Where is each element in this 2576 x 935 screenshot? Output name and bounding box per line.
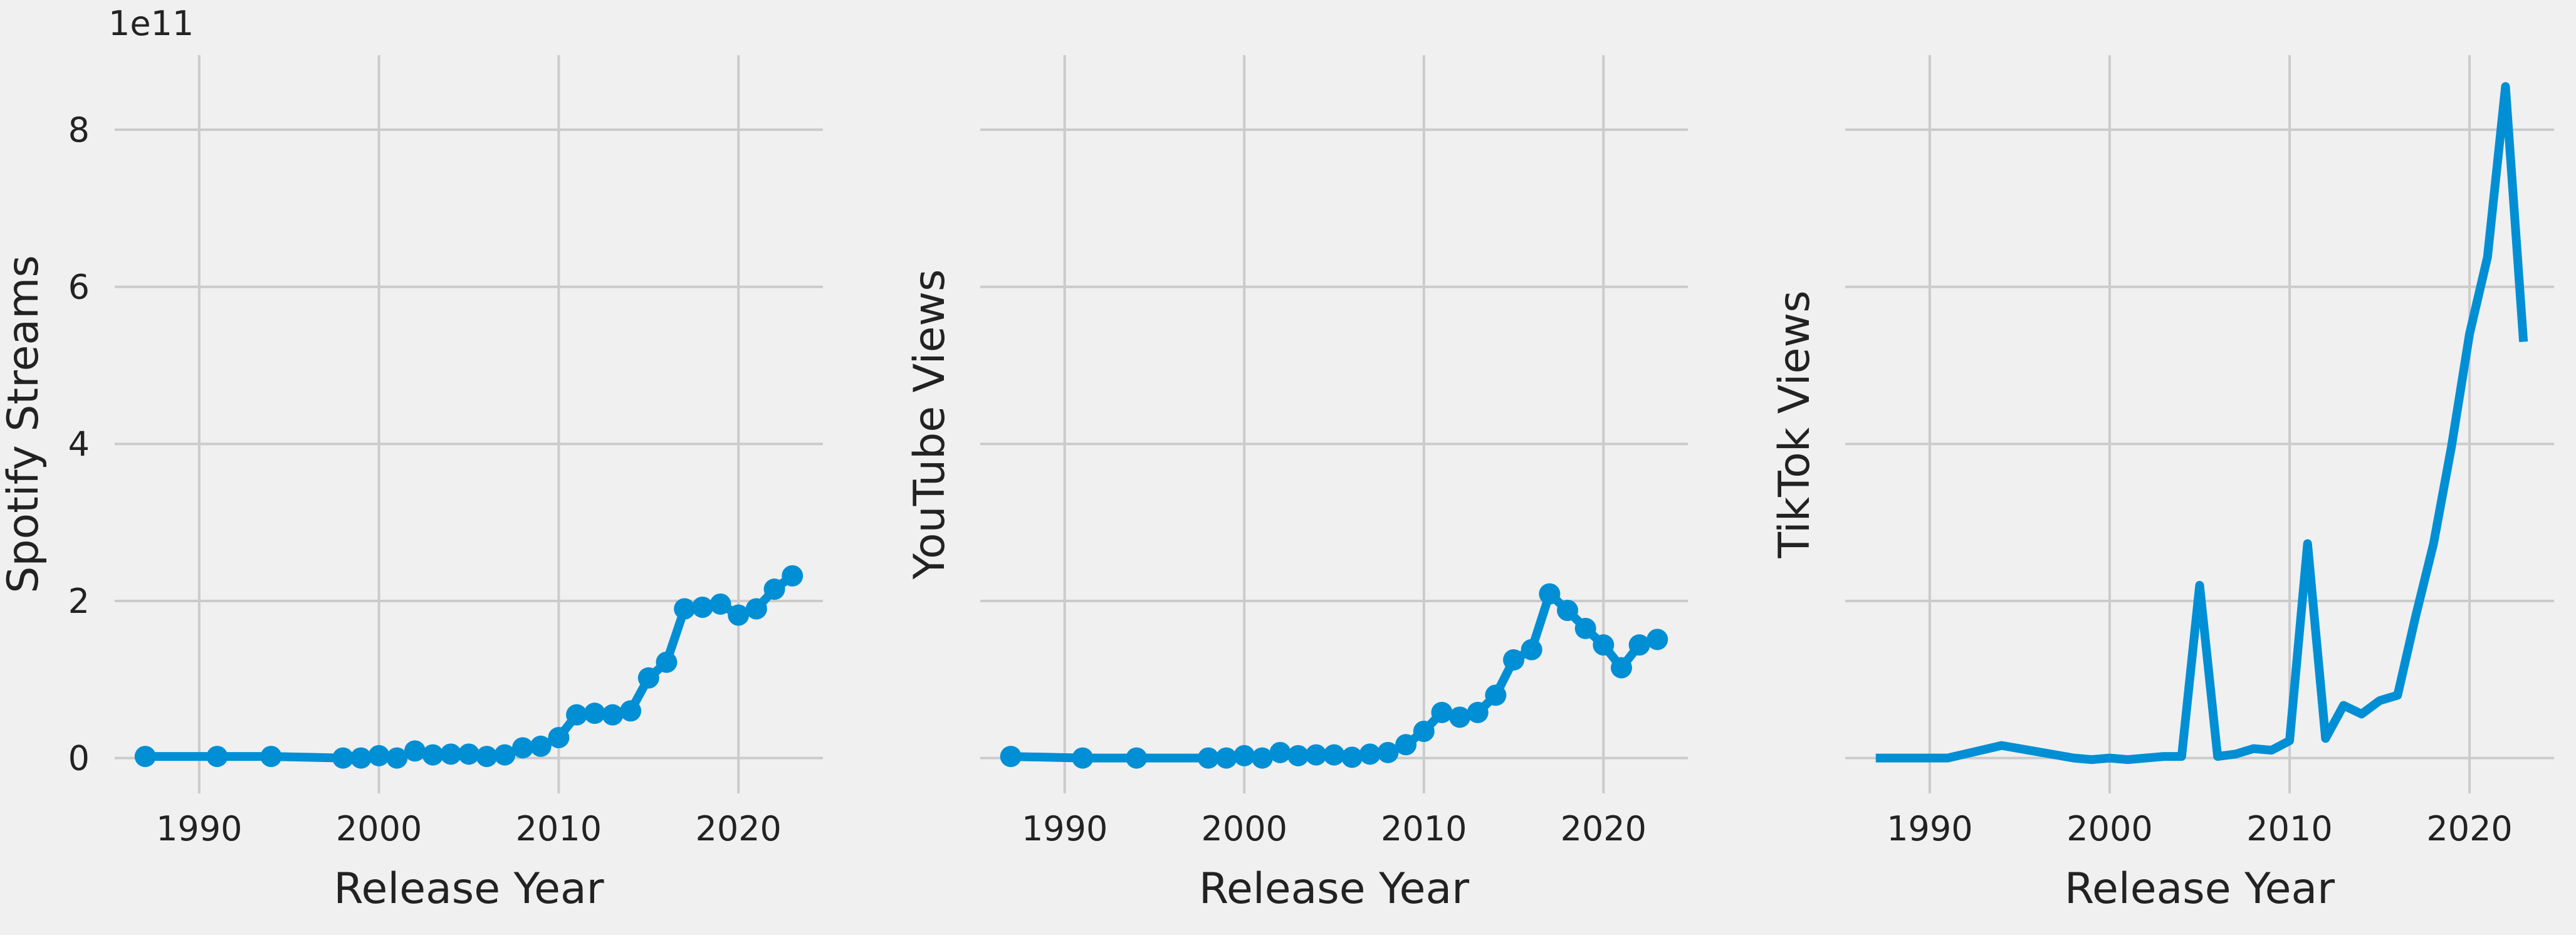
series-line xyxy=(1010,589,1659,763)
data-point xyxy=(1449,706,1471,728)
data-point xyxy=(1126,747,1148,769)
x-tick-label: 2000 xyxy=(336,809,422,849)
data-point xyxy=(134,746,156,768)
data-point xyxy=(1647,629,1668,650)
data-point xyxy=(1287,744,1309,766)
data-point xyxy=(458,743,479,765)
data-point xyxy=(709,593,731,615)
data-point xyxy=(566,704,588,726)
data-point xyxy=(1269,741,1291,763)
data-point xyxy=(404,740,426,762)
x-tick-label: 2000 xyxy=(1202,809,1287,849)
data-point xyxy=(1000,746,1022,768)
x-axis-label: Release Year xyxy=(1199,864,1469,914)
x-axis-label: Release Year xyxy=(2065,864,2335,914)
data-point xyxy=(584,703,605,724)
data-point xyxy=(1233,744,1255,766)
data-point xyxy=(260,746,282,768)
data-point xyxy=(332,747,354,769)
data-point xyxy=(1341,746,1363,768)
data-point xyxy=(1251,747,1273,769)
x-tick-label: 2000 xyxy=(2066,809,2152,849)
data-point xyxy=(422,744,444,766)
data-point xyxy=(1503,649,1525,671)
data-point xyxy=(691,596,713,618)
data-point xyxy=(1557,600,1579,622)
chart-panel-2: 1990 2000 2010 2020 Release Year YouTube View… xyxy=(905,55,1688,914)
chart-panel-3: 1990 2000 2010 2020 Release Year TikTok Views xyxy=(1770,55,2554,914)
y-tick-label: 8 xyxy=(68,110,90,150)
data-point xyxy=(728,604,750,626)
y-tick-label: 2 xyxy=(68,582,90,621)
y-tick-label: 6 xyxy=(68,268,90,307)
y-tick-label: 4 xyxy=(68,424,90,464)
x-axis-label: Release Year xyxy=(333,864,604,914)
data-point xyxy=(1521,639,1542,661)
data-point xyxy=(440,743,462,765)
data-point xyxy=(512,737,534,759)
series-line xyxy=(1875,82,2528,765)
data-point xyxy=(1359,743,1381,765)
data-point xyxy=(368,744,390,766)
x-tick-label: 1990 xyxy=(1022,809,1107,849)
data-point xyxy=(1610,657,1632,679)
data-point xyxy=(1215,747,1237,769)
data-point xyxy=(656,651,678,673)
data-point xyxy=(548,727,570,749)
x-tick-label: 2020 xyxy=(695,809,781,849)
data-point xyxy=(1467,701,1489,723)
x-tick-label: 1990 xyxy=(156,809,242,849)
y-axis-label: TikTok Views xyxy=(1770,290,1819,558)
y-offset-label: 1e11 xyxy=(108,4,194,43)
data-point xyxy=(1431,701,1453,723)
x-tick-label: 2020 xyxy=(1561,809,1647,849)
data-point xyxy=(1377,741,1399,763)
data-point xyxy=(1628,634,1650,656)
x-tick-label: 2010 xyxy=(516,809,602,849)
data-point xyxy=(602,704,624,726)
data-point xyxy=(1197,747,1219,769)
data-point xyxy=(1539,583,1561,605)
data-point xyxy=(476,746,498,768)
data-point xyxy=(1323,744,1345,766)
data-point xyxy=(1072,747,1094,769)
data-point xyxy=(1305,744,1327,766)
data-point xyxy=(637,667,659,689)
data-point xyxy=(745,598,767,620)
y-tick-label: 0 xyxy=(68,739,90,778)
chart-panel-1: 1990 2000 2010 2020 0 2 4 6 8 1e11 Release Year Spo… xyxy=(0,4,823,914)
data-point xyxy=(1574,617,1596,639)
x-tick-label: 2010 xyxy=(1381,809,1467,849)
data-point xyxy=(1485,684,1507,706)
data-point xyxy=(782,565,804,587)
data-point xyxy=(530,735,552,757)
x-tick-label: 2010 xyxy=(2246,809,2332,849)
x-tick-label: 1990 xyxy=(1887,809,1972,849)
y-axis-label: YouTube Views xyxy=(905,269,955,580)
data-point xyxy=(386,747,408,769)
data-point xyxy=(350,747,372,769)
data-point xyxy=(620,700,642,722)
data-point xyxy=(1413,720,1435,742)
data-point xyxy=(674,598,696,620)
data-point xyxy=(763,578,785,600)
y-axis-label: Spotify Streams xyxy=(0,255,48,593)
data-point xyxy=(206,746,228,768)
data-point xyxy=(494,744,516,766)
x-tick-label: 2020 xyxy=(2426,809,2512,849)
data-point xyxy=(1395,734,1417,756)
data-point xyxy=(1593,634,1615,656)
